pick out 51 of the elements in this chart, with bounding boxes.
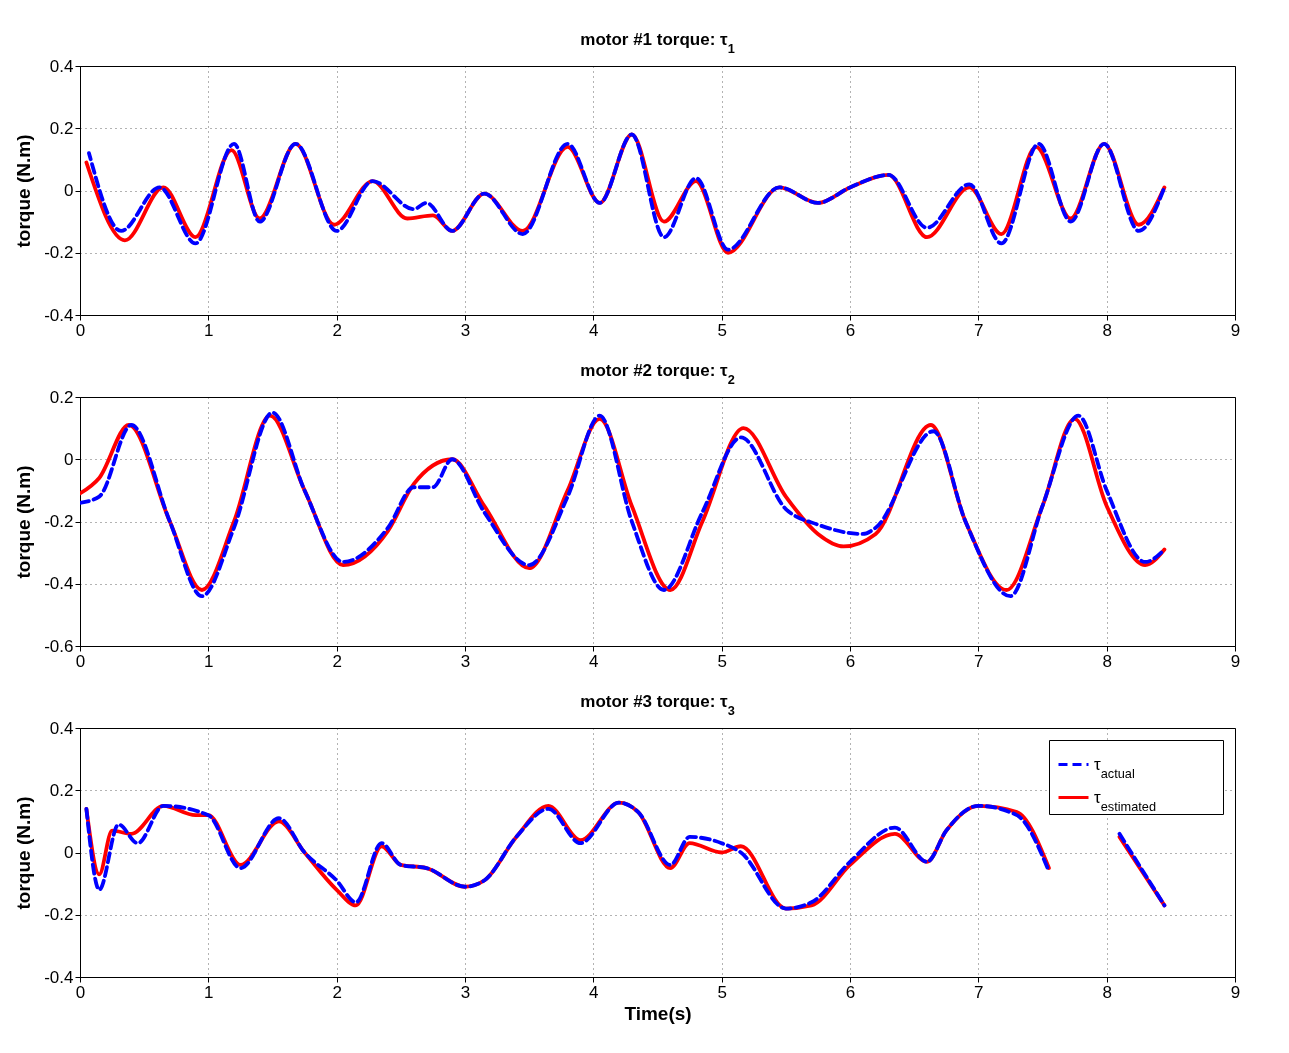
y-tick-label: 0 bbox=[64, 843, 74, 862]
y-tick-label: 0.2 bbox=[49, 387, 74, 407]
x-tick-label: 4 bbox=[589, 651, 599, 671]
chart-title: motor #2 torque: τ$_{2}$ bbox=[580, 361, 735, 387]
x-tick-label: 1 bbox=[204, 651, 214, 671]
x-tick-label: 7 bbox=[974, 320, 984, 340]
x-tick-label: 6 bbox=[845, 982, 856, 1002]
x-tick-label: 3 bbox=[460, 982, 471, 1002]
x-axis-title: Time(s) bbox=[624, 1002, 692, 1024]
y-tick-label: 0 bbox=[64, 449, 74, 469]
chart-title: motor #1 torque: τ$_{1}$ bbox=[580, 30, 735, 56]
y-axis-title: torque (N.m) bbox=[13, 134, 35, 248]
y-tick-label: -0.4 bbox=[44, 305, 74, 325]
x-tick-label: 1 bbox=[204, 320, 214, 340]
y-tick-label: -0.4 bbox=[44, 574, 74, 594]
y-tick-label: 0 bbox=[64, 181, 74, 200]
y-tick-label: 0.4 bbox=[49, 718, 74, 738]
x-tick-label: 2 bbox=[332, 320, 342, 340]
x-tick-label: 5 bbox=[717, 651, 727, 671]
x-tick-label: 5 bbox=[717, 982, 727, 1002]
legend-label: τ$_{actual}$ bbox=[1094, 754, 1135, 780]
x-tick-label: 1 bbox=[204, 982, 214, 1002]
x-tick-label: 9 bbox=[1230, 320, 1241, 340]
x-tick-label: 5 bbox=[717, 320, 727, 340]
x-tick-label: 6 bbox=[845, 320, 856, 340]
y-axis-title: torque (N.m) bbox=[13, 465, 35, 579]
x-tick-label: 2 bbox=[332, 982, 342, 1002]
x-tick-label: 7 bbox=[974, 982, 984, 1002]
x-tick-label: 6 bbox=[845, 651, 856, 671]
x-tick-label: 3 bbox=[460, 651, 471, 671]
y-tick-label: 0.2 bbox=[49, 118, 74, 138]
legend-label: τ$_{estimated}$ bbox=[1094, 787, 1156, 813]
x-tick-label: 4 bbox=[589, 982, 599, 1002]
x-tick-label: 7 bbox=[974, 651, 984, 671]
y-tick-label: 0.2 bbox=[49, 780, 74, 800]
y-tick-label: -0.2 bbox=[44, 512, 74, 531]
x-tick-label: 2 bbox=[332, 651, 342, 671]
y-tick-label: -0.4 bbox=[44, 967, 74, 987]
x-tick-label: 8 bbox=[1102, 320, 1112, 340]
x-tick-label: 9 bbox=[1230, 982, 1241, 1002]
x-tick-label: 4 bbox=[589, 320, 599, 340]
y-tick-label: -0.2 bbox=[44, 905, 74, 925]
y-axis-title: torque (N.m) bbox=[13, 796, 35, 910]
y-tick-label: -0.6 bbox=[44, 636, 74, 656]
chart-title: motor #3 torque: τ$_{3}$ bbox=[580, 692, 735, 718]
x-tick-label: 9 bbox=[1230, 651, 1241, 671]
x-tick-label: 8 bbox=[1102, 982, 1112, 1002]
x-tick-label: 8 bbox=[1102, 651, 1112, 671]
y-tick-label: 0.4 bbox=[49, 56, 74, 76]
x-tick-label: 3 bbox=[460, 320, 471, 340]
y-tick-label: -0.2 bbox=[44, 243, 74, 263]
